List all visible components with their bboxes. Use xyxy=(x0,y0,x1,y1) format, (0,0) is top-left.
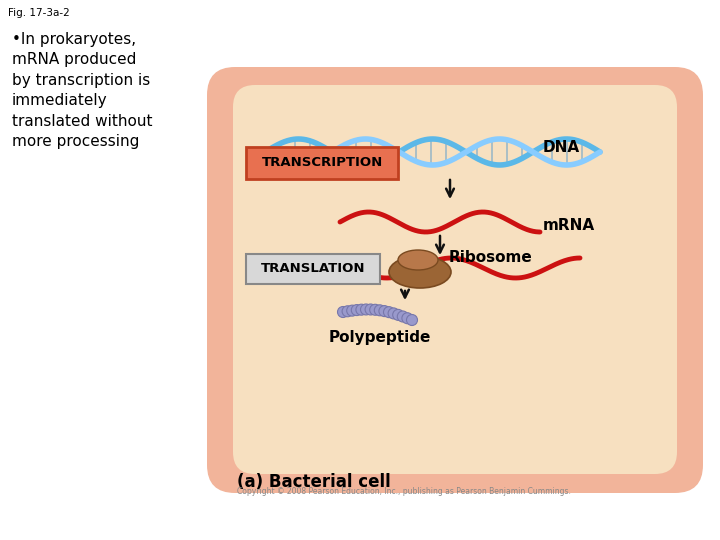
Text: TRANSLATION: TRANSLATION xyxy=(261,262,365,275)
Circle shape xyxy=(356,304,367,315)
Text: •In prokaryotes,
mRNA produced
by transcription is
immediately
translated withou: •In prokaryotes, mRNA produced by transc… xyxy=(12,32,153,149)
Text: (a) Bacterial cell: (a) Bacterial cell xyxy=(237,473,391,491)
Circle shape xyxy=(402,313,413,323)
Text: Polypeptide: Polypeptide xyxy=(329,330,431,345)
Circle shape xyxy=(374,305,385,316)
FancyBboxPatch shape xyxy=(246,254,380,284)
FancyBboxPatch shape xyxy=(233,85,677,474)
Circle shape xyxy=(369,304,381,315)
Ellipse shape xyxy=(398,250,438,270)
Text: TRANSCRIPTION: TRANSCRIPTION xyxy=(261,157,382,170)
Circle shape xyxy=(392,309,404,320)
Circle shape xyxy=(397,311,408,322)
FancyBboxPatch shape xyxy=(246,147,398,179)
Text: Fig. 17-3a-2: Fig. 17-3a-2 xyxy=(8,8,70,18)
Ellipse shape xyxy=(389,256,451,288)
Circle shape xyxy=(338,307,348,318)
Text: mRNA: mRNA xyxy=(543,218,595,233)
Circle shape xyxy=(379,306,390,316)
Circle shape xyxy=(388,308,399,319)
Text: DNA: DNA xyxy=(543,140,580,155)
Circle shape xyxy=(347,305,358,316)
FancyBboxPatch shape xyxy=(207,67,703,493)
Text: Ribosome: Ribosome xyxy=(449,250,533,265)
Text: Copyright © 2008 Pearson Education, Inc., publishing as Pearson Benjamin Cumming: Copyright © 2008 Pearson Education, Inc.… xyxy=(237,487,571,496)
Circle shape xyxy=(384,307,395,318)
Circle shape xyxy=(342,306,353,317)
Circle shape xyxy=(361,304,372,315)
Circle shape xyxy=(365,304,376,315)
Circle shape xyxy=(351,305,362,315)
Circle shape xyxy=(407,314,418,326)
